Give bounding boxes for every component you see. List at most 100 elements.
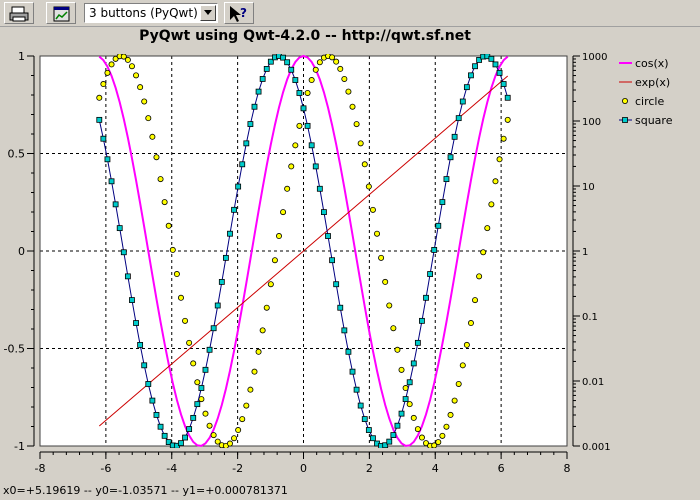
whats-this-button[interactable]: ? <box>224 2 254 24</box>
series-square-point <box>296 90 303 96</box>
series-square-point <box>398 410 405 417</box>
series-circle-point <box>259 327 266 334</box>
legend-item[interactable]: exp(x) <box>619 76 670 89</box>
series-square-point <box>463 84 470 91</box>
series-circle-point <box>382 278 389 285</box>
series-circle-point <box>104 69 111 76</box>
series-square-point <box>316 185 323 192</box>
series-square-point <box>129 297 135 303</box>
buttons-combo[interactable]: 3 buttons (PyQwt) <box>84 3 218 23</box>
series-circle-point <box>365 183 372 190</box>
series-square-point <box>353 386 360 393</box>
series-square-point <box>263 66 270 72</box>
series-square-point <box>133 320 139 326</box>
series-square-point <box>357 402 364 409</box>
series-circle-point <box>410 414 417 421</box>
series-circle-point <box>214 438 221 445</box>
series-square-point <box>284 59 291 66</box>
series-circle-point <box>398 366 405 373</box>
series-square-point <box>116 225 123 232</box>
series-circle-point <box>173 271 180 278</box>
series-square-point <box>104 156 111 163</box>
series-circle-point <box>231 435 238 442</box>
x-tick-label: 8 <box>564 462 571 475</box>
series-square-point <box>468 72 474 79</box>
series-circle-point <box>137 84 144 91</box>
y-tick-label: -1 <box>14 440 25 453</box>
series-circle-point <box>165 222 172 229</box>
series-circle-point <box>226 440 233 447</box>
series-square-point <box>476 57 483 63</box>
toolbar: 3 buttons (PyQwt) ? <box>0 0 700 27</box>
series-circle-point <box>496 156 503 163</box>
whats-this-icon: ? <box>230 6 247 22</box>
series-square-point <box>308 142 315 149</box>
series-square-point <box>149 397 156 404</box>
copy-button[interactable] <box>46 2 76 24</box>
series-circle-point <box>141 98 148 105</box>
series-circle-point <box>312 66 319 73</box>
series-circle-point <box>239 416 246 423</box>
series-circle-point <box>288 163 295 170</box>
series-square-point <box>259 76 266 82</box>
series-square-point <box>178 440 184 447</box>
series-circle-point <box>304 89 311 96</box>
legend-item[interactable]: square <box>619 114 673 127</box>
series-square-point <box>120 249 127 256</box>
series-square-point <box>419 317 425 324</box>
print-button[interactable] <box>4 2 34 24</box>
series-circle-point <box>406 401 413 408</box>
series-square-point <box>235 183 242 190</box>
y-tick-label: 0 <box>18 245 25 258</box>
series-square-point <box>206 346 213 353</box>
series-circle-point <box>108 61 115 68</box>
series-circle-point <box>414 426 421 433</box>
series-square-point <box>222 254 229 261</box>
series-square-point <box>288 66 295 73</box>
series-circle-point <box>153 154 160 161</box>
series-square-point <box>292 77 299 83</box>
legend-item[interactable]: cos(x) <box>619 57 669 70</box>
series-square-point <box>365 427 372 433</box>
series-square-point <box>402 396 409 402</box>
series-circle-point <box>500 135 507 142</box>
series-square-point <box>239 161 246 168</box>
combo-dropdown-button[interactable] <box>200 5 216 21</box>
series-square-point <box>394 422 401 429</box>
x-tick-label: 6 <box>498 462 505 475</box>
status-bar: x0=+5.19619 -- y0=-1.03571 -- y1=+0.0007… <box>0 482 700 500</box>
chevron-down-icon <box>204 10 212 15</box>
legend-label: cos(x) <box>635 57 669 70</box>
series-square-point <box>312 163 319 170</box>
series-square-point <box>341 327 348 334</box>
series-circle-point <box>198 396 205 403</box>
series-square-point <box>96 116 103 123</box>
series-circle-point <box>472 297 479 304</box>
y-tick-label: 1 <box>18 50 25 63</box>
series-circle-point <box>369 206 376 213</box>
series-square-point <box>153 412 160 418</box>
series-square-point <box>214 302 221 309</box>
series-square-point <box>141 362 148 369</box>
series-square-point <box>390 432 397 438</box>
series-square-point <box>361 416 368 422</box>
svg-text:?: ? <box>240 6 247 20</box>
series-circle-point <box>316 59 323 66</box>
series-circle-point <box>128 63 135 70</box>
series-circle-point <box>329 54 336 61</box>
plot-title: PyQwt using Qwt-4.2.0 -- http://qwt.sf.n… <box>139 28 471 44</box>
series-square-point <box>300 105 307 112</box>
series-circle-point <box>206 422 213 429</box>
series-square-point <box>451 133 458 140</box>
series-circle-point <box>124 56 131 63</box>
series-square-point <box>255 88 262 95</box>
legend-item[interactable]: circle <box>622 95 664 108</box>
series-square-point <box>414 339 421 346</box>
series-circle-point <box>177 294 184 301</box>
series-circle-point <box>394 346 401 353</box>
series-circle-point <box>353 121 360 128</box>
series-circle-point <box>390 325 397 332</box>
series-circle-point <box>133 72 140 79</box>
series-circle-point <box>480 249 487 256</box>
